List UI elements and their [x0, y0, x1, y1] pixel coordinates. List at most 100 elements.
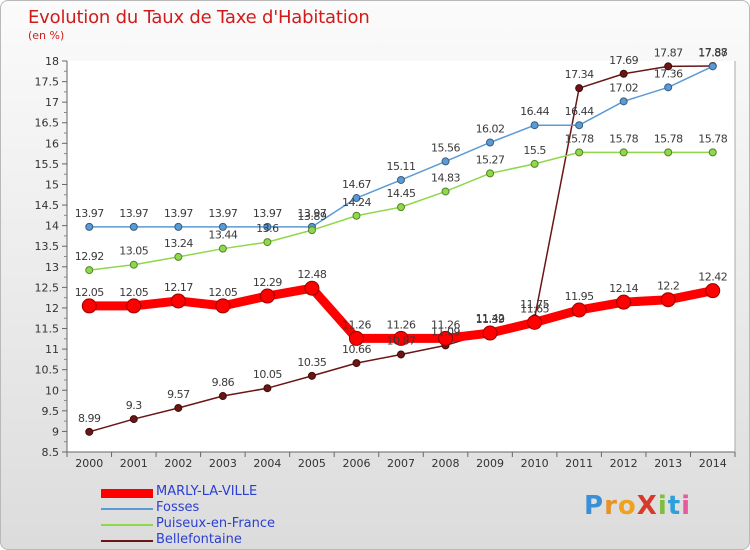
x-tick-label: 2005 [298, 457, 326, 470]
data-point [482, 325, 498, 341]
data-label: 11.65 [520, 302, 549, 315]
y-tick-label: 12.5 [35, 281, 60, 294]
data-label: 16.02 [476, 122, 505, 135]
x-tick-label: 2009 [476, 457, 504, 470]
data-label: 12.05 [75, 286, 104, 299]
data-label: 15.78 [654, 132, 683, 145]
y-tick-label: 15.5 [35, 158, 60, 171]
data-point [348, 330, 364, 346]
data-point [441, 157, 450, 166]
y-tick-label: 8.5 [42, 446, 60, 459]
data-label: 9.86 [212, 376, 235, 389]
data-label: 13.97 [164, 207, 193, 220]
data-label: 13.89 [297, 210, 326, 223]
data-label: 15.27 [476, 153, 505, 166]
data-label: 17.88 [698, 46, 727, 59]
data-label: 14.83 [431, 171, 460, 184]
data-label: 8.99 [78, 412, 101, 425]
y-tick-label: 13 [45, 261, 59, 274]
data-point [174, 222, 183, 231]
data-point [218, 392, 227, 401]
x-tick-label: 2006 [342, 457, 370, 470]
data-point [530, 121, 539, 130]
data-label: 12.92 [75, 250, 104, 263]
data-point [530, 159, 539, 168]
data-point [304, 280, 320, 296]
data-label: 17.02 [609, 81, 638, 94]
data-point [307, 371, 316, 380]
data-point [397, 175, 405, 184]
data-label: 12.2 [657, 280, 680, 293]
data-point [170, 293, 186, 309]
data-point [619, 148, 628, 157]
x-tick-label: 2008 [432, 457, 460, 470]
data-point [664, 83, 673, 92]
data-point [616, 294, 632, 310]
data-point [393, 330, 409, 346]
data-label: 12.29 [253, 276, 282, 289]
data-label: 13.05 [119, 245, 148, 258]
y-tick-label: 12 [45, 302, 59, 315]
data-label: 17.69 [609, 54, 638, 67]
data-label: 13.97 [75, 207, 104, 220]
data-label: 17.34 [565, 68, 594, 81]
data-point [85, 222, 94, 231]
data-point [129, 260, 138, 269]
data-label: 12.14 [609, 282, 638, 295]
data-point [174, 252, 183, 261]
y-tick-label: 16 [45, 137, 59, 150]
data-label: 11.26 [342, 318, 371, 331]
legend-swatch [101, 524, 153, 526]
data-label: 16.44 [520, 105, 549, 118]
data-point [218, 222, 227, 231]
data-point [263, 384, 272, 393]
data-point [259, 288, 275, 304]
logo-letter: t [667, 491, 682, 521]
data-point [397, 203, 405, 212]
data-label: 14.67 [342, 178, 371, 191]
y-tick-label: 18 [45, 55, 59, 68]
legend-label: Bellefontaine [156, 532, 242, 547]
data-point [397, 350, 405, 359]
legend-label: Puiseux-en-France [156, 516, 276, 531]
data-point [660, 292, 676, 308]
data-label: 10.05 [253, 368, 282, 381]
data-point [129, 415, 138, 424]
data-label: 9.57 [167, 388, 190, 401]
x-tick-label: 2014 [699, 457, 727, 470]
legend-swatch [101, 488, 153, 498]
data-point [352, 211, 361, 220]
x-tick-label: 2002 [164, 457, 192, 470]
data-label: 17.87 [698, 46, 727, 59]
y-tick-label: 9.5 [42, 405, 60, 418]
data-label: 15.78 [609, 132, 638, 145]
data-label: 13.44 [208, 229, 237, 242]
data-label: 9.3 [126, 399, 142, 412]
data-point [708, 148, 717, 157]
y-tick-label: 10.5 [35, 364, 60, 377]
data-point [126, 298, 142, 314]
data-label: 11.26 [431, 318, 460, 331]
data-point [619, 69, 628, 78]
data-point [486, 169, 495, 178]
data-label: 11.39 [476, 313, 505, 326]
data-label: 15.78 [698, 132, 727, 145]
data-point [174, 403, 183, 412]
y-tick-label: 17 [45, 96, 59, 109]
y-tick-label: 14 [45, 220, 59, 233]
proxiti-logo: ProXiti [584, 491, 691, 521]
data-label: 11.26 [387, 318, 416, 331]
data-label: 15.5 [523, 144, 546, 157]
data-point [352, 194, 361, 203]
data-point [81, 298, 97, 314]
logo-letter: i [657, 491, 668, 521]
data-point [85, 266, 94, 275]
x-tick-label: 2010 [521, 457, 549, 470]
y-tick-label: 14.5 [35, 199, 60, 212]
data-label: 17.87 [654, 46, 683, 59]
data-label: 12.42 [698, 271, 727, 284]
data-label: 13.97 [119, 207, 148, 220]
data-point [571, 302, 587, 318]
legend-label: Fosses [156, 500, 200, 515]
